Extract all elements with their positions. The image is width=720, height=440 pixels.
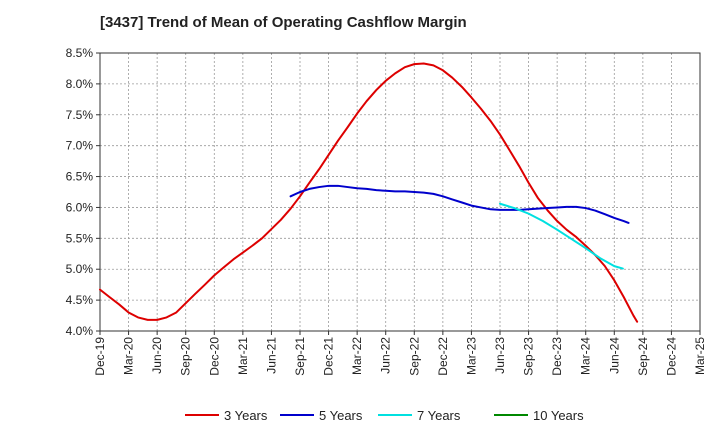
x-tick-label: Jun-22 (379, 337, 393, 374)
x-tick-label: Mar-20 (122, 337, 136, 375)
y-tick-label: 6.0% (66, 200, 94, 214)
x-tick-label: Sep-22 (407, 337, 421, 376)
y-tick-label: 8.5% (66, 46, 94, 60)
chart-title: [3437] Trend of Mean of Operating Cashfl… (100, 14, 467, 31)
x-tick-label: Mar-24 (579, 337, 593, 375)
y-tick-label: 7.5% (66, 108, 94, 122)
series-line-5-years (289, 184, 630, 224)
x-tick-label: Mar-22 (350, 337, 364, 375)
legend-label: 5 Years (319, 408, 363, 423)
x-tick-label: Dec-19 (93, 337, 107, 376)
legend-label: 3 Years (224, 408, 268, 423)
x-tick-label: Dec-20 (207, 337, 221, 376)
y-tick-label: 4.5% (66, 293, 94, 307)
x-tick-label: Jun-24 (607, 337, 621, 374)
x-tick-label: Dec-23 (550, 337, 564, 376)
legend-label: 7 Years (417, 408, 461, 423)
x-axis: Dec-19 Mar-20 Jun-20 Sep-20 Dec-20 Mar-21 Jun-… (93, 331, 707, 376)
x-tick-label: Sep-21 (293, 337, 307, 376)
x-tick-label: Mar-21 (236, 337, 250, 375)
x-tick-label: Jun-21 (264, 337, 278, 374)
y-axis: 4.0% 4.5% 5.0% 5.5% 6.0% 6.5% 7.0% 7.5% 8.0% 8.5% (66, 46, 100, 338)
y-tick-label: 4.0% (66, 324, 94, 338)
y-tick-label: 7.0% (66, 139, 94, 153)
y-tick-label: 6.5% (66, 170, 94, 184)
plot-border (99, 52, 701, 332)
x-tick-label: Dec-21 (322, 337, 336, 376)
x-tick-label: Dec-24 (664, 337, 678, 376)
x-tick-label: Sep-20 (179, 337, 193, 376)
y-tick-label: 8.0% (66, 77, 94, 91)
x-tick-label: Jun-23 (493, 337, 507, 374)
legend: 3 Years 5 Years 7 Years 10 Years (185, 408, 584, 423)
x-tick-label: Mar-25 (693, 337, 707, 375)
x-tick-label: Mar-23 (464, 337, 478, 375)
x-tick-label: Sep-24 (636, 337, 650, 376)
x-tick-label: Dec-22 (436, 337, 450, 376)
legend-label: 10 Years (533, 408, 584, 423)
y-tick-label: 5.5% (66, 231, 94, 245)
x-tick-label: Sep-23 (522, 337, 536, 376)
x-tick-label: Jun-20 (150, 337, 164, 374)
series-lines (99, 62, 639, 323)
series-line-7-years (499, 202, 624, 270)
y-tick-label: 5.0% (66, 262, 94, 276)
series-line-3-years (99, 62, 639, 323)
